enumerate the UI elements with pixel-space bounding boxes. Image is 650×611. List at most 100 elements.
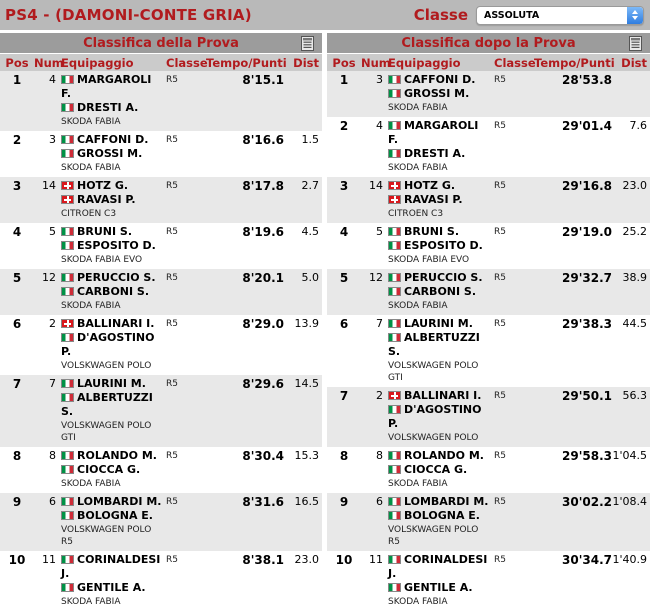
- row-number: 2: [376, 389, 383, 402]
- driver-name: BRUNI S.: [61, 225, 164, 239]
- driver-name: BOLOGNA E.: [388, 509, 492, 523]
- stepper-arrows-icon[interactable]: [627, 6, 643, 24]
- row-crew: BALLINARI I. D'AGOSTINO P. VOLSKWAGEN POLO: [383, 389, 492, 444]
- row-gap: 1.5: [301, 133, 320, 146]
- row-car: SKODA FABIA: [388, 479, 448, 489]
- flag-it-icon: [388, 89, 401, 98]
- row-number: 11: [42, 553, 56, 566]
- driver-name: CORINALDESI J.: [61, 553, 161, 580]
- row-gap: 14.5: [294, 377, 320, 390]
- row-number: 7: [49, 377, 56, 390]
- row-time: 29'50.1: [562, 389, 612, 403]
- flag-it-icon: [388, 75, 401, 84]
- flag-it-icon: [388, 511, 401, 520]
- row-gap: 16.5: [294, 495, 320, 508]
- classe-filter: Classe ASSOLUTA: [414, 5, 644, 25]
- row-time: 8'20.1: [242, 271, 284, 285]
- row-crew: HOTZ G. RAVASI P. CITROEN C3: [383, 179, 492, 220]
- driver-name: MARGAROLI F.: [61, 73, 152, 100]
- row-crew: CORINALDESI J. GENTILE A. SKODA FABIA: [56, 553, 164, 608]
- driver-name: LAURINI M.: [388, 317, 492, 331]
- driver-name: HOTZ G.: [61, 179, 164, 193]
- flag-it-icon: [61, 393, 74, 402]
- row-class: R5: [166, 379, 178, 389]
- row-class: R5: [494, 497, 506, 507]
- row-car: CITROEN C3: [388, 209, 444, 219]
- driver-name: CORINALDESI J.: [388, 553, 488, 580]
- table-row: 8 8 ROLANDO M. CIOCCA G. SKODA FABIA R5 8'30.4…: [0, 447, 322, 493]
- row-crew: CORINALDESI J. GENTILE A. SKODA FABIA: [383, 553, 492, 608]
- table-row: 9 6 LOMBARDI M. BOLOGNA E. VOLSKWAGEN POLO R…: [327, 493, 650, 551]
- row-class: R5: [494, 181, 506, 191]
- flag-ch-icon: [388, 181, 401, 190]
- row-class: R5: [494, 121, 506, 131]
- row-number: 8: [376, 449, 383, 462]
- flag-it-icon: [61, 511, 74, 520]
- classe-select[interactable]: ASSOLUTA: [476, 5, 644, 25]
- driver-name: RAVASI P.: [388, 193, 492, 207]
- flag-it-icon: [61, 465, 74, 474]
- flag-it-icon: [61, 555, 74, 564]
- row-car: SKODA FABIA: [388, 597, 448, 607]
- table-stage-classification: Classifica della Prova Pos Num Equipaggi…: [0, 33, 322, 611]
- driver-name: PERUCCIO S.: [388, 271, 492, 285]
- row-position: 8: [339, 449, 349, 463]
- table-row: 8 8 ROLANDO M. CIOCCA G. SKODA FABIA R5 29'58.…: [327, 447, 650, 493]
- row-car: SKODA FABIA: [388, 103, 448, 113]
- row-position: 2: [12, 133, 22, 147]
- row-gap: 44.5: [622, 317, 648, 330]
- driver-name: GENTILE A.: [388, 581, 492, 595]
- row-position: 5: [12, 271, 22, 285]
- row-number: 5: [376, 225, 383, 238]
- row-position: 10: [8, 553, 26, 567]
- table-row: 1 3 CAFFONI D. GROSSI M. SKODA FABIA R5 28'53.…: [327, 71, 650, 117]
- row-crew: LOMBARDI M. BOLOGNA E. VOLSKWAGEN POLO R5: [56, 495, 164, 548]
- col-classe: Classe: [494, 55, 536, 70]
- row-gap: 15.3: [294, 449, 320, 462]
- row-car: VOLSKWAGEN POLO R5: [61, 525, 152, 547]
- row-gap: 7.6: [629, 119, 648, 132]
- row-number: 6: [49, 495, 56, 508]
- driver-name: CIOCCA G.: [388, 463, 492, 477]
- row-position: 3: [339, 179, 349, 193]
- table-row: 7 2 BALLINARI I. D'AGOSTINO P. VOLSKWAGEN PO…: [327, 387, 650, 447]
- row-number: 8: [49, 449, 56, 462]
- flag-it-icon: [61, 451, 74, 460]
- row-crew: HOTZ G. RAVASI P. CITROEN C3: [56, 179, 164, 220]
- row-time: 30'34.7: [562, 553, 612, 567]
- flag-it-icon: [388, 451, 401, 460]
- row-position: 8: [12, 449, 22, 463]
- flag-it-icon: [61, 287, 74, 296]
- driver-name: D'AGOSTINO P.: [388, 403, 482, 430]
- table-row: 10 11 CORINALDESI J. GENTILE A. SKODA FABIA R…: [327, 551, 650, 611]
- row-crew: MARGAROLI F. DRESTI A. SKODA FABIA: [56, 73, 164, 128]
- driver-name: CIOCCA G.: [61, 463, 164, 477]
- row-number: 4: [49, 73, 56, 86]
- table-rows: 1 4 MARGAROLI F. DRESTI A. SKODA FABIA R5 8'15…: [0, 71, 322, 611]
- row-number: 3: [49, 133, 56, 146]
- flag-ch-icon: [388, 391, 401, 400]
- row-gap: 23.0: [294, 553, 320, 566]
- flag-it-icon: [61, 241, 74, 250]
- row-gap: 1'08.4: [612, 495, 647, 508]
- table-overall-classification: Classifica dopo la Prova Pos Num Equipag…: [327, 33, 650, 611]
- row-position: 1: [339, 73, 349, 87]
- flag-it-icon: [61, 273, 74, 282]
- row-class: R5: [494, 391, 506, 401]
- row-time: 8'29.6: [242, 377, 284, 391]
- col-pos: Pos: [5, 55, 29, 70]
- row-class: R5: [166, 319, 178, 329]
- row-time: 29'38.3: [562, 317, 612, 331]
- table-row: 7 7 LAURINI M. ALBERTUZZI S. VOLSKWAGEN POLO…: [0, 375, 322, 447]
- flag-ch-icon: [61, 319, 74, 328]
- row-number: 12: [42, 271, 56, 284]
- driver-name: DRESTI A.: [388, 147, 492, 161]
- row-time: 8'38.1: [242, 553, 284, 567]
- flag-it-icon: [61, 75, 74, 84]
- driver-name: DRESTI A.: [61, 101, 164, 115]
- row-car: VOLSKWAGEN POLO GTI: [388, 361, 479, 383]
- row-car: VOLSKWAGEN POLO: [61, 361, 152, 371]
- notepad-icon[interactable]: [301, 36, 314, 51]
- notepad-icon[interactable]: [629, 36, 642, 51]
- table-row: 4 5 BRUNI S. ESPOSITO D. SKODA FABIA EVO R5 29…: [327, 223, 650, 269]
